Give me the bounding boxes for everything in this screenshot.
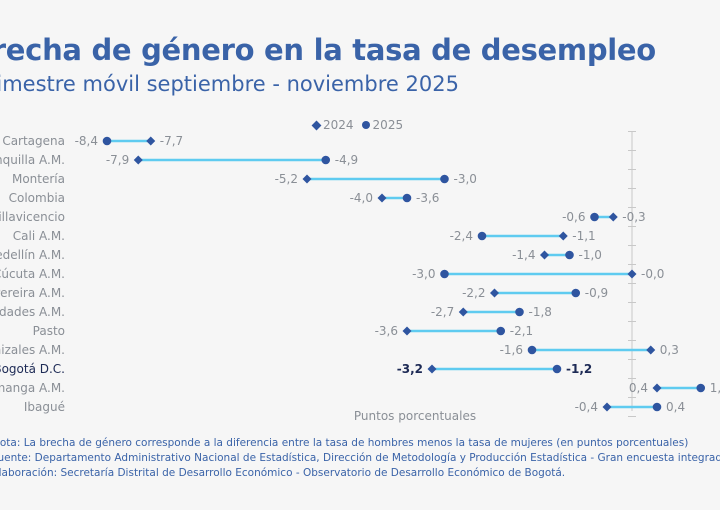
value-label-2025: -3,6 — [416, 191, 439, 205]
marker-2024-diamond — [490, 288, 499, 298]
value-label-2024: -2,7 — [431, 305, 454, 319]
footnotes: Nota: La brecha de género corresponde a … — [0, 436, 720, 481]
value-label-2025: -1,2 — [566, 362, 592, 376]
value-label-2025: -3,0 — [454, 172, 477, 186]
value-label-2025: -2,4 — [450, 229, 473, 243]
value-label-2025: -1,8 — [529, 305, 552, 319]
marker-2024-diamond — [302, 174, 312, 184]
value-label-2025: -0,9 — [585, 286, 608, 300]
marker-2024-diamond — [540, 250, 549, 260]
marker-2025-circle — [321, 155, 331, 165]
legend-label-2025: 2025 — [372, 118, 404, 132]
circle-icon — [361, 121, 370, 129]
category-label: Manizales A.M. — [0, 343, 65, 357]
marker-2025-circle — [552, 364, 562, 374]
marker-2025-circle — [102, 136, 112, 146]
legend-item-2025: 2025 — [361, 118, 404, 132]
value-label-2024: 0,3 — [660, 343, 679, 357]
value-label-2025: -4,9 — [335, 153, 358, 167]
marker-2025-circle — [565, 250, 574, 260]
category-label: Medellín A.M. — [0, 248, 65, 262]
value-label-2025: -2,1 — [510, 324, 533, 338]
marker-2025-circle — [440, 269, 449, 279]
marker-2025-circle — [515, 307, 524, 317]
category-label: Pasto — [33, 324, 65, 338]
marker-2025-circle — [477, 231, 487, 241]
marker-2024-diamond — [608, 212, 618, 222]
category-label: Colombia — [9, 191, 65, 205]
value-label-2025: -3,0 — [412, 267, 435, 281]
category-label: Montería — [12, 172, 65, 186]
value-label-2024: -3,2 — [397, 362, 423, 376]
marker-2025-circle — [440, 174, 449, 184]
marker-2024-diamond — [627, 269, 637, 279]
value-label-2025: -1,6 — [500, 343, 523, 357]
legend: 2024 2025 — [311, 118, 404, 132]
category-label: Cali A.M. — [13, 229, 65, 243]
marker-2024-diamond — [146, 136, 156, 146]
marker-2024-diamond — [427, 364, 437, 374]
category-label: Cartagena — [2, 134, 65, 148]
marker-2025-circle — [527, 345, 537, 355]
value-label-2024: -1,4 — [512, 248, 535, 262]
marker-2025-circle — [571, 288, 581, 298]
value-label-2024: -7,9 — [106, 153, 129, 167]
category-label: 13 ciudades A.M. — [0, 305, 65, 319]
marker-2024-diamond — [458, 307, 468, 317]
category-label: Barranquilla A.M. — [0, 153, 65, 167]
category-label: Ibagué — [24, 400, 65, 414]
value-label-2025: -1,0 — [579, 248, 602, 262]
value-label-2024: -7,7 — [160, 134, 183, 148]
value-label-2025: 1,1 — [710, 381, 720, 395]
category-label: Cúcuta A.M. — [0, 267, 65, 281]
marker-2024-diamond — [133, 155, 143, 165]
value-label-2025: 0,4 — [666, 400, 685, 414]
value-label-2024: -0,0 — [641, 267, 664, 281]
footnote-source: Fuente: Departamento Administrativo Naci… — [0, 452, 720, 464]
marker-2025-circle — [652, 402, 662, 412]
marker-2025-circle — [402, 193, 412, 203]
marker-2024-diamond — [402, 326, 412, 336]
value-label-2025: -0,6 — [562, 210, 585, 224]
marker-2025-circle — [496, 326, 506, 336]
dumbbell-chart: Cartagena -7,7 -8,4 Barranquilla A.M. -7,9 -4… — [0, 131, 720, 423]
legend-label-2024: 2024 — [323, 118, 354, 132]
chart-title: Brecha de género en la tasa de desempleo — [0, 33, 656, 67]
marker-2024-diamond — [558, 231, 568, 241]
category-label: Pereira A.M. — [0, 286, 65, 300]
value-label-2025: -8,4 — [75, 134, 98, 148]
marker-2025-circle — [590, 212, 599, 222]
footnote-elaboration: Elaboración: Secretaría Distrital de Des… — [0, 467, 566, 479]
value-label-2024: -3,6 — [375, 324, 398, 338]
category-label: Villavicencio — [0, 210, 65, 224]
value-label-2024: -0,4 — [575, 400, 598, 414]
value-label-2024: -1,1 — [572, 229, 595, 243]
value-label-2024: -5,2 — [275, 172, 298, 186]
footnote-note: Nota: La brecha de género corresponde a … — [0, 437, 689, 449]
category-label: Bucaramanga A.M. — [0, 381, 65, 395]
marker-2024-diamond — [646, 345, 656, 355]
value-label-2024: -4,0 — [350, 191, 373, 205]
marker-2024-diamond — [652, 383, 662, 393]
marker-2024-diamond — [377, 193, 387, 203]
value-label-2024: -0,3 — [622, 210, 645, 224]
value-label-2024: 0,4 — [629, 381, 648, 395]
chart-subtitle: Trimestre móvil septiembre - noviembre 2… — [0, 72, 459, 96]
marker-2025-circle — [696, 383, 706, 393]
category-label: Bogotá D.C. — [0, 362, 65, 376]
x-axis-label: Puntos porcentuales — [354, 409, 476, 423]
legend-item-2024: 2024 — [311, 118, 354, 132]
marker-2024-diamond — [602, 402, 612, 412]
value-label-2024: -2,2 — [462, 286, 485, 300]
